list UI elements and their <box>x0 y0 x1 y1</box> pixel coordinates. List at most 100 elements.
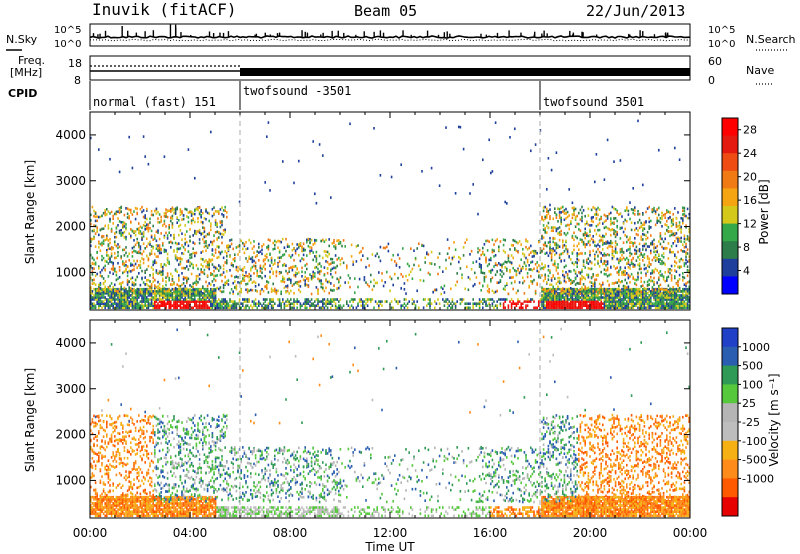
heatmap-cell <box>635 294 638 297</box>
heatmap-cell <box>163 155 166 158</box>
heatmap-cell <box>646 264 649 268</box>
heatmap-cell <box>622 256 625 260</box>
heatmap-cell <box>571 292 574 295</box>
heatmap-cell <box>171 279 174 282</box>
heatmap-cell <box>333 284 335 287</box>
heatmap-cell <box>242 277 244 280</box>
heatmap-cell <box>349 300 351 303</box>
heatmap-cell <box>226 244 228 248</box>
heatmap-cell <box>310 277 313 280</box>
heatmap-cell <box>590 224 593 227</box>
heatmap-cell <box>290 281 292 285</box>
heatmap-cell <box>600 239 602 242</box>
heatmap-cell <box>198 292 201 295</box>
heatmap-cell <box>515 273 518 276</box>
heatmap-cell <box>203 272 206 276</box>
heatmap-cell <box>118 207 121 211</box>
heatmap-cell <box>616 296 618 299</box>
heatmap-cell <box>205 306 207 310</box>
heatmap-cell <box>205 296 207 299</box>
heatmap-cell <box>602 248 604 251</box>
heatmap-cell <box>595 302 598 305</box>
heatmap-cell <box>584 245 586 249</box>
heatmap-cell <box>165 292 167 295</box>
heatmap-cell <box>630 261 633 264</box>
heatmap-cell <box>160 263 162 266</box>
heatmap-cell <box>517 298 519 301</box>
heatmap-cell <box>586 258 588 262</box>
heatmap-cell <box>235 304 238 307</box>
heatmap-cell <box>614 298 617 301</box>
heatmap-cell <box>544 277 546 280</box>
heatmap-cell <box>214 231 217 234</box>
heatmap-cell <box>176 216 178 219</box>
heatmap-cell <box>206 294 209 297</box>
heatmap-cell <box>621 304 623 307</box>
heatmap-cell <box>541 237 543 240</box>
heatmap-cell <box>178 274 180 277</box>
heatmap-cell <box>230 304 233 307</box>
heatmap-cell <box>254 261 257 265</box>
heatmap-cell <box>256 306 258 310</box>
heatmap-cell <box>554 292 556 295</box>
heatmap-cell <box>488 302 490 305</box>
heatmap-cell <box>602 296 604 299</box>
heatmap-cell <box>590 219 593 223</box>
heatmap-cell <box>114 252 116 255</box>
heatmap-cell <box>130 277 132 281</box>
heatmap-cell <box>122 220 124 224</box>
heatmap-cell <box>541 298 543 301</box>
heatmap-cell <box>594 229 596 232</box>
heatmap-cell <box>330 298 332 301</box>
heatmap-cell <box>579 229 582 232</box>
heatmap-cell <box>586 294 588 297</box>
heatmap-cell <box>131 287 134 291</box>
heatmap-cell <box>411 277 414 280</box>
heatmap-cell <box>157 304 159 307</box>
heatmap-cell <box>635 245 638 249</box>
heatmap-cell <box>362 247 364 250</box>
heatmap-cell <box>226 215 228 219</box>
heatmap-cell <box>645 274 647 277</box>
heatmap-cell <box>202 292 204 295</box>
heatmap-cell <box>136 298 138 301</box>
heatmap-cell <box>339 284 342 288</box>
heatmap-cell <box>210 294 212 297</box>
heatmap-cell <box>178 278 180 282</box>
heatmap-cell <box>590 276 593 279</box>
heatmap-cell <box>627 296 630 299</box>
heatmap-cell <box>646 306 649 310</box>
heatmap-cell <box>250 241 252 245</box>
heatmap-cell <box>128 269 130 273</box>
heatmap-cell <box>149 217 151 221</box>
heatmap-cell <box>122 287 124 291</box>
heatmap-cell <box>485 302 487 305</box>
heatmap-cell <box>218 304 220 307</box>
heatmap-cell <box>342 304 345 307</box>
heatmap-cell <box>149 294 151 297</box>
heatmap-cell <box>658 284 660 288</box>
heatmap-cell <box>317 304 319 307</box>
heatmap-cell <box>224 302 226 305</box>
heatmap-cell <box>109 304 111 307</box>
heatmap-cell <box>544 306 546 310</box>
heatmap-cell <box>110 302 113 305</box>
heatmap-cell <box>542 206 545 209</box>
heatmap-cell <box>520 306 522 310</box>
heatmap-cell <box>605 296 607 299</box>
heatmap-cell <box>542 224 545 227</box>
heatmap-cell <box>123 264 126 267</box>
heatmap-cell <box>99 298 102 301</box>
heatmap-cell <box>133 306 135 310</box>
heatmap-cell <box>579 300 582 303</box>
heatmap-cell <box>181 252 183 255</box>
heatmap-cell <box>170 272 172 276</box>
heatmap-cell <box>106 300 108 303</box>
heatmap-cell <box>134 294 137 297</box>
heatmap-cell <box>277 265 279 268</box>
heatmap-cell <box>507 259 510 263</box>
heatmap-cell <box>597 262 599 265</box>
heatmap-cell <box>178 300 180 303</box>
heatmap-cell <box>168 294 170 297</box>
